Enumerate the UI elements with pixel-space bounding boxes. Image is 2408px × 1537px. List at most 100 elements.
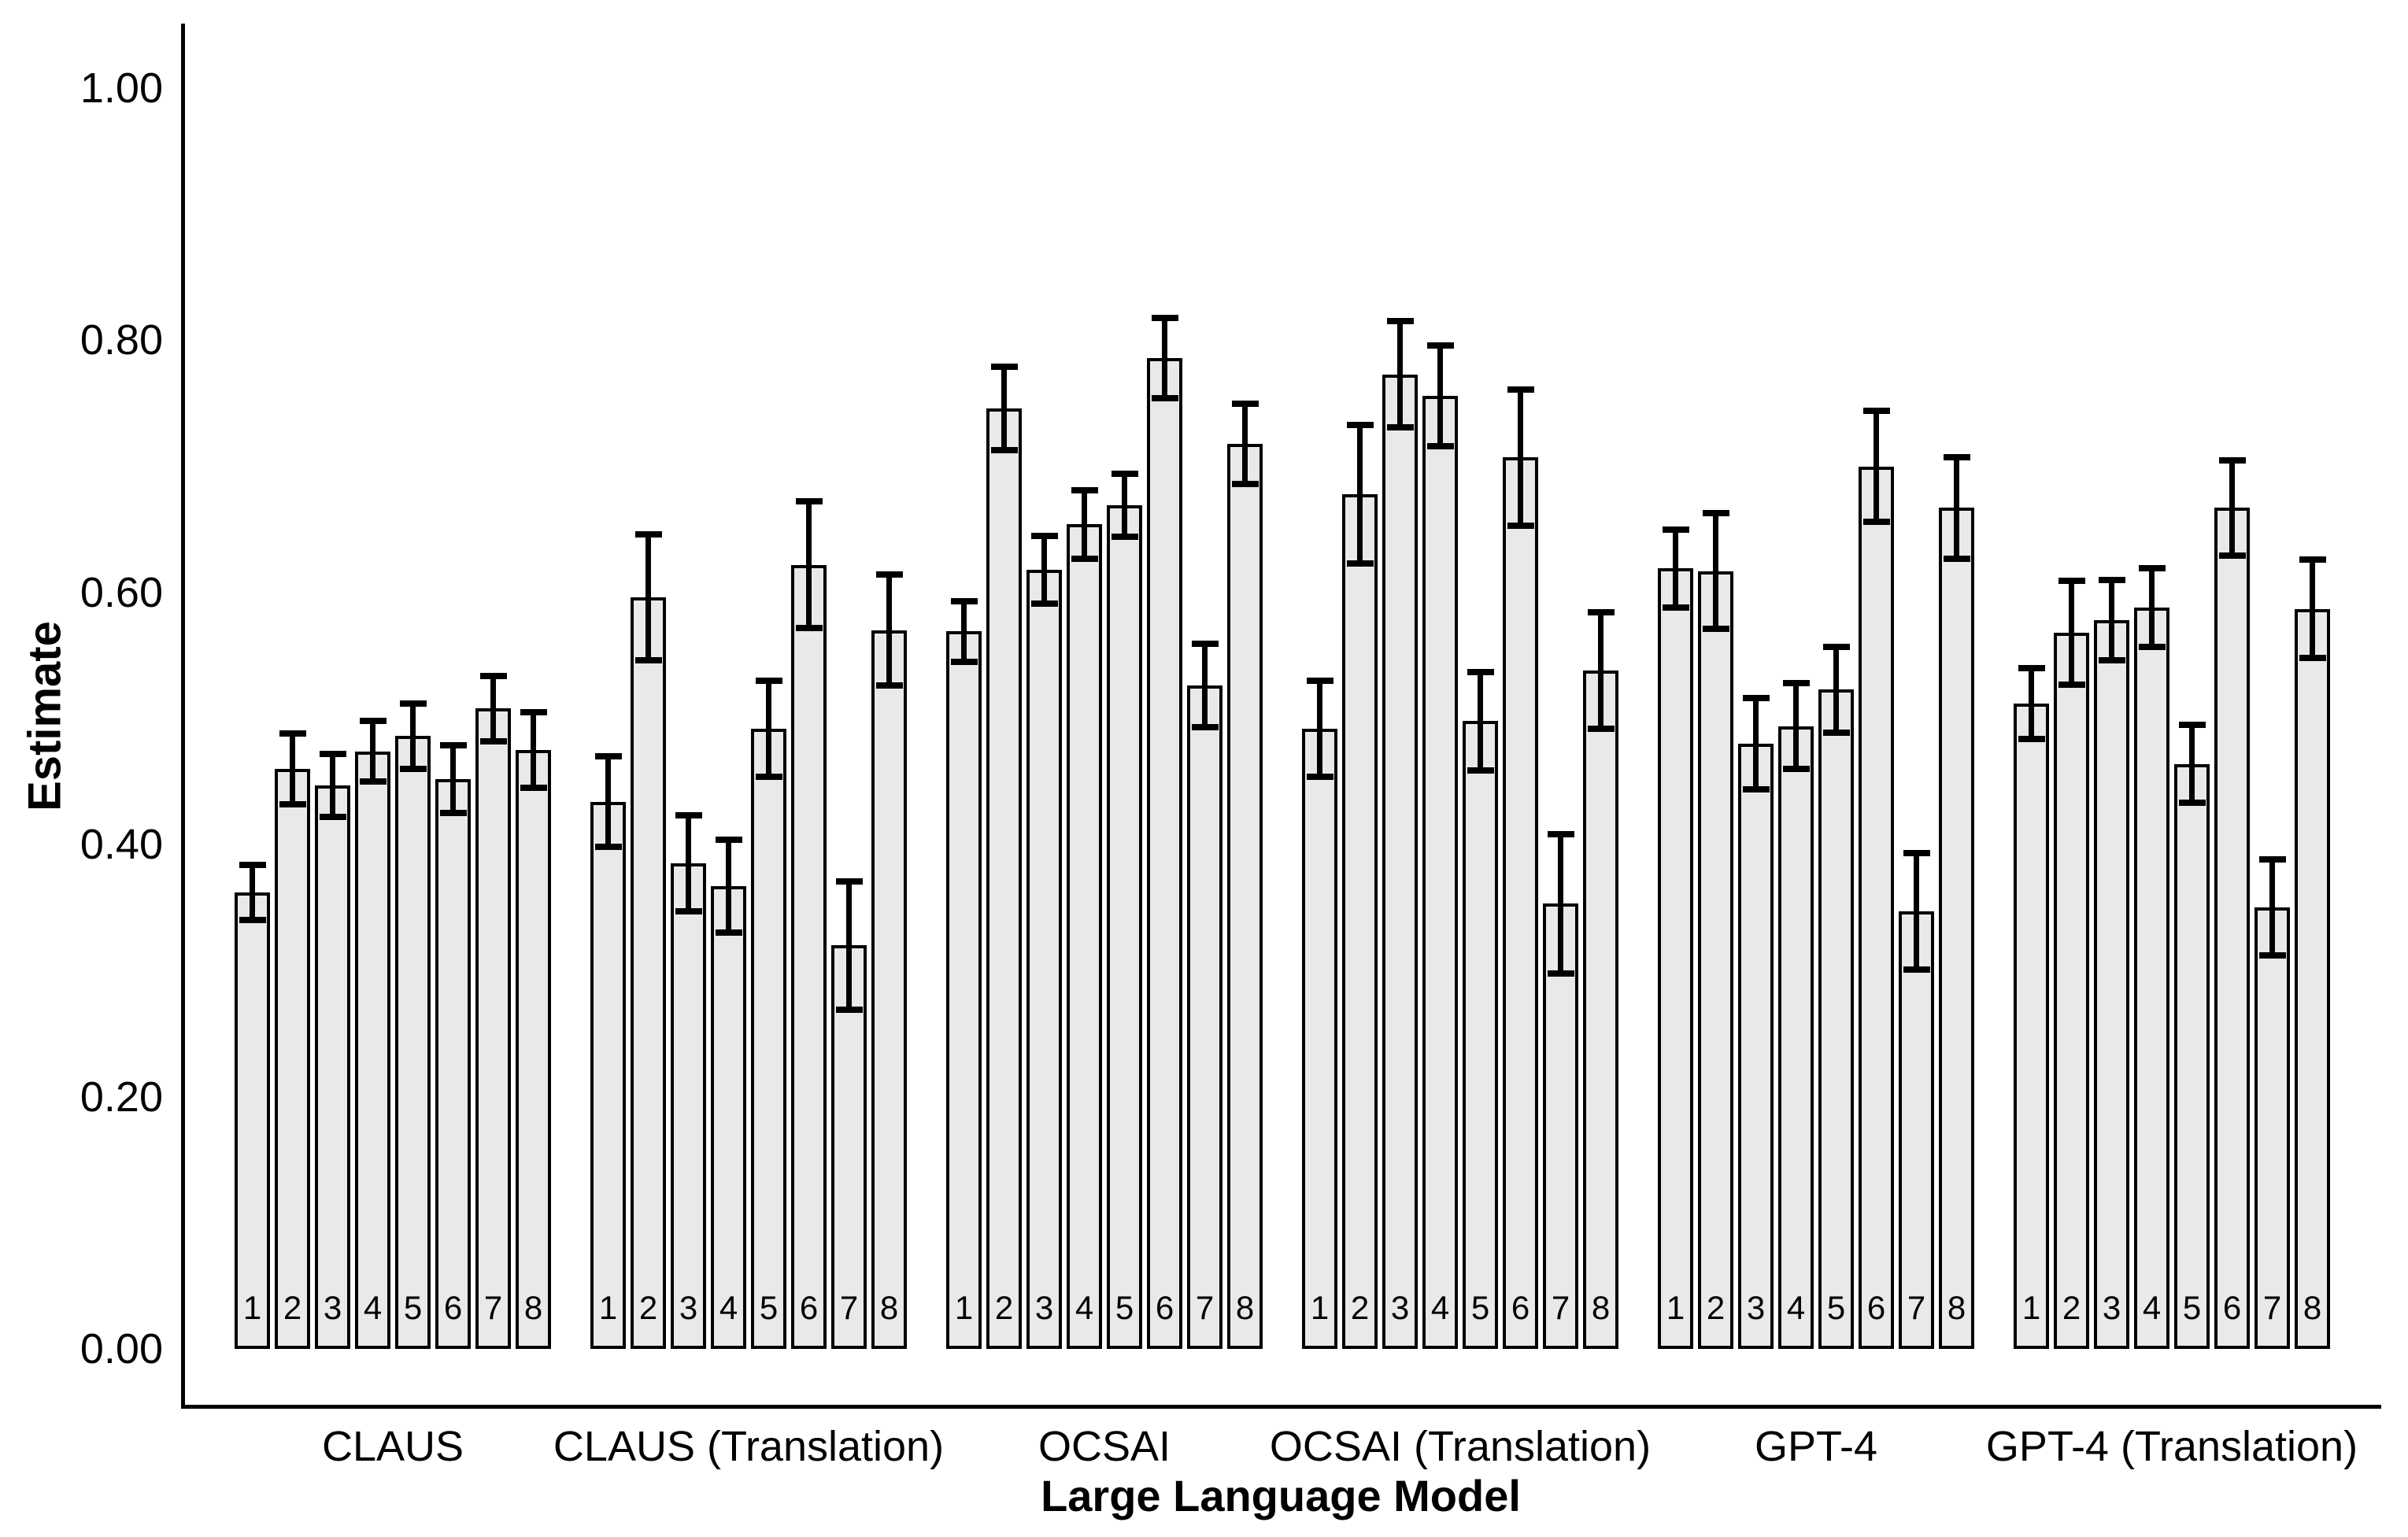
error-bar-line [1478,671,1483,770]
bar-number-label: 2 [2062,1289,2081,1326]
bar [1778,726,1814,1349]
error-bar-cap-bottom [2299,655,2326,662]
error-bar-line [1357,424,1363,563]
error-bar-line [2149,568,2155,647]
error-bar-line [531,711,536,789]
bar [2134,608,2169,1349]
error-bar-cap-bottom [439,810,467,817]
x-group-label: GPT-4 [1754,1423,1878,1470]
error-bar-cap-bottom [359,778,387,785]
bar-number-label: 2 [1706,1289,1726,1326]
bar-number-label: 2 [994,1289,1014,1326]
error-bar-cap-bottom [1191,724,1219,731]
error-bar-line [806,501,812,628]
bar [631,597,666,1349]
error-bar-cap-top [1191,641,1219,648]
error-bar-cap-top [1151,314,1178,321]
error-bar-cap-top [1943,454,1970,461]
error-bar-cap-bottom [2258,952,2286,959]
error-bar-line [1954,457,1959,559]
error-bar-line [1753,698,1759,789]
error-bar-line [1833,646,1839,733]
x-group-label: CLAUS [321,1423,464,1470]
bar [2295,608,2330,1349]
bar-number-label: 4 [719,1289,738,1326]
error-bar-cap-bottom [1822,729,1850,736]
error-bar-cap-bottom [1662,604,1689,611]
y-tick-label: 1.00 [80,65,163,112]
error-bar-cap-bottom [2058,681,2085,688]
bar-number-label: 6 [443,1289,463,1326]
error-bar-line [1793,683,1799,770]
bar-number-label: 8 [1235,1289,1255,1326]
bar [590,801,626,1349]
bar [871,630,907,1349]
error-bar-cap-top [594,753,622,760]
bar-number-label: 6 [1866,1289,1886,1326]
x-axis-title: Large Language Model [1041,1471,1521,1520]
bar [711,886,746,1349]
error-bar-cap-bottom [1231,481,1259,488]
error-bar-line [1598,612,1603,729]
error-bar-cap-bottom [755,773,782,780]
error-bar-cap-bottom [634,657,662,664]
error-bar-line [1914,853,1919,970]
bar [1583,671,1618,1349]
error-bar-line [886,575,892,686]
bar-number-label: 7 [2262,1289,2282,1326]
error-bar-cap-top [1507,386,1534,393]
bar-number-label: 5 [1470,1289,1490,1326]
error-bar-line [1397,321,1403,427]
error-bar-cap-bottom [479,737,507,744]
bar [1463,721,1498,1349]
error-bar-line [726,839,731,933]
error-bar-cap-top [1306,677,1333,684]
error-bar-line [686,815,691,912]
bar [275,769,310,1349]
error-bar-cap-top [2058,578,2085,585]
bar [1738,744,1774,1349]
error-bar-line [1713,512,1718,630]
error-bar-line [290,733,295,804]
bar-number-label: 6 [799,1289,819,1326]
error-bar-line [2310,560,2315,659]
bar [475,708,511,1349]
error-bar-cap-top [675,812,702,819]
bar [1026,569,1062,1349]
error-bar-cap-bottom [1071,555,1098,562]
error-bar-cap-top [950,598,978,604]
bar [986,408,1022,1349]
error-bar-cap-top [1111,471,1138,478]
bar [1067,524,1102,1349]
bar [516,750,551,1349]
bar-number-label: 6 [1511,1289,1530,1326]
error-bar-cap-top [1587,609,1615,616]
error-bar-cap-bottom [2218,552,2246,560]
error-bar-cap-top [1030,532,1058,539]
bar [1302,728,1337,1349]
error-bar-cap-top [875,571,903,578]
error-bar-line [1202,644,1208,728]
error-bar-line [961,601,967,662]
error-bar-cap-top [795,498,823,505]
error-bar-cap-top [2098,576,2125,583]
bar-number-label: 6 [1155,1289,1174,1326]
error-bar-cap-top [2178,722,2206,728]
bar-number-label: 1 [1666,1289,1685,1326]
error-bar-cap-top [399,700,427,707]
error-bar-line [846,881,852,1011]
bar-number-label: 4 [1075,1289,1094,1326]
error-bar-line [370,721,375,782]
bar [1107,505,1142,1349]
y-tick-label: 0.00 [80,1325,163,1373]
error-bar-cap-top [1742,695,1770,702]
error-bar-cap-bottom [715,929,742,937]
error-bar-cap-bottom [279,800,306,807]
error-bar-cap-bottom [1862,519,1890,526]
error-bar-cap-top [319,750,346,757]
bar-number-label: 1 [1310,1289,1330,1326]
error-bar-line [1558,834,1563,974]
bar-number-label: 4 [363,1289,383,1326]
error-bar-cap-bottom [675,908,702,915]
